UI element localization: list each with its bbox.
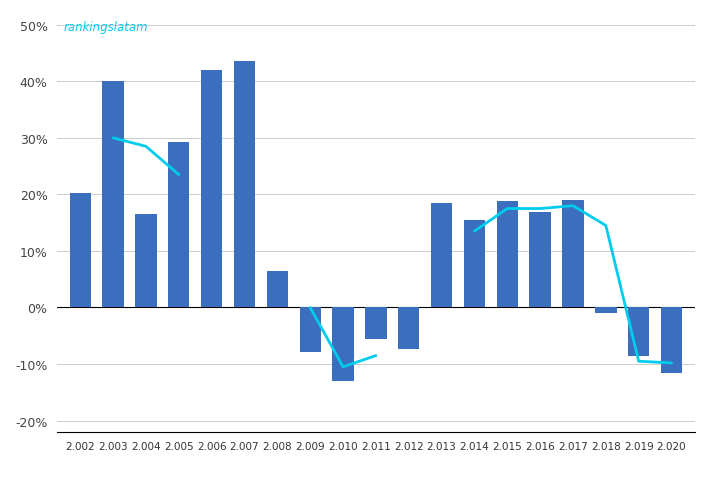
Bar [431, 204, 453, 308]
Bar [299, 308, 321, 352]
Bar [661, 308, 682, 373]
Bar [464, 220, 485, 308]
Bar [332, 308, 354, 381]
Bar [562, 201, 584, 308]
Bar [595, 308, 616, 313]
Bar [102, 82, 124, 308]
Bar [201, 71, 223, 308]
Bar [266, 271, 288, 308]
Bar [497, 202, 518, 308]
Bar [135, 215, 157, 308]
Bar [168, 143, 190, 308]
Bar [69, 193, 91, 308]
Bar [628, 308, 649, 356]
Text: rankingslatam: rankingslatam [64, 21, 148, 34]
Bar [529, 213, 551, 308]
Bar [365, 308, 387, 339]
Bar [234, 62, 255, 308]
Bar [398, 308, 420, 349]
